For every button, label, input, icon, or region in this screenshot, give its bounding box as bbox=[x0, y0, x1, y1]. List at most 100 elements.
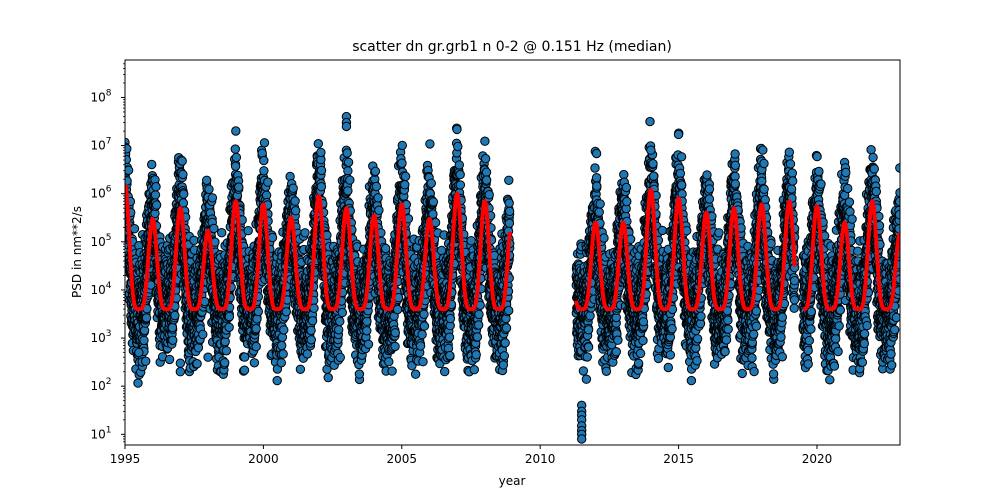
scatter-point bbox=[313, 139, 323, 149]
scatter-point bbox=[343, 157, 354, 168]
scatter-point bbox=[384, 357, 394, 367]
scatter-point bbox=[217, 228, 227, 238]
scatter-point bbox=[445, 350, 455, 361]
scatter-point bbox=[133, 378, 143, 388]
scatter-point bbox=[249, 358, 260, 368]
scatter-point bbox=[193, 343, 204, 353]
scatter-point bbox=[363, 339, 374, 349]
scatter-point bbox=[141, 356, 151, 366]
scatter-point bbox=[231, 152, 242, 163]
scatter-point bbox=[295, 364, 306, 374]
scatter-point bbox=[224, 322, 234, 332]
scatter-point bbox=[387, 366, 397, 376]
scatter-point bbox=[334, 325, 344, 335]
scatter-point bbox=[231, 126, 241, 136]
scatter-point bbox=[147, 159, 157, 170]
scatter-point bbox=[150, 190, 161, 200]
scatter-point bbox=[220, 358, 230, 368]
scatter-point bbox=[253, 306, 263, 317]
scatter-points bbox=[125, 111, 900, 444]
scatter-point bbox=[418, 357, 428, 367]
scatter-point bbox=[343, 186, 353, 196]
scatter-point bbox=[230, 161, 241, 172]
scatter-point bbox=[251, 324, 261, 334]
scatter-point bbox=[425, 139, 435, 149]
scatter-point bbox=[342, 148, 352, 158]
scatter-point bbox=[371, 181, 382, 192]
scatter-point bbox=[243, 226, 253, 236]
scatter-point bbox=[178, 169, 188, 180]
scatter-point bbox=[151, 182, 161, 192]
scatter-point bbox=[426, 178, 436, 189]
scatter-point bbox=[335, 316, 345, 327]
scatter-point bbox=[445, 313, 456, 324]
scatter-point bbox=[290, 196, 300, 206]
scatter-point bbox=[204, 184, 214, 195]
scatter-point bbox=[221, 346, 232, 356]
scatter-point bbox=[436, 245, 447, 256]
scatter-point bbox=[202, 175, 212, 186]
scatter-point bbox=[381, 243, 391, 254]
scatter-point bbox=[224, 311, 235, 322]
scatter-point bbox=[343, 166, 353, 176]
scatter-point bbox=[374, 205, 384, 215]
scatter-point bbox=[279, 325, 289, 335]
scatter-point bbox=[263, 177, 273, 187]
scatter-point bbox=[151, 200, 162, 210]
scatter-point bbox=[306, 325, 316, 336]
scatter-point bbox=[230, 144, 241, 154]
scatter-point bbox=[428, 197, 439, 207]
scatter-point bbox=[392, 304, 403, 315]
scatter-point bbox=[291, 206, 301, 216]
scatter-point bbox=[316, 165, 327, 176]
scatter-point bbox=[167, 322, 178, 333]
scatter-point bbox=[390, 341, 400, 352]
scatter-point bbox=[267, 232, 278, 243]
scatter-point bbox=[189, 235, 199, 246]
scatter-point bbox=[170, 310, 180, 321]
scatter-point bbox=[307, 316, 318, 326]
scatter-point bbox=[125, 144, 132, 154]
scatter-point bbox=[400, 171, 411, 182]
scatter-point bbox=[192, 359, 202, 369]
scatter-point bbox=[316, 182, 327, 192]
scatter-point bbox=[306, 335, 316, 345]
scatter-point bbox=[277, 340, 287, 351]
scatter-point bbox=[288, 183, 298, 193]
scatter-point bbox=[251, 341, 261, 352]
scatter-point bbox=[198, 329, 208, 340]
scatter-point bbox=[390, 328, 400, 338]
scatter-point bbox=[272, 375, 282, 386]
scatter-point bbox=[373, 193, 383, 203]
scatter-point bbox=[335, 352, 345, 363]
scatter-point bbox=[316, 147, 326, 158]
scatter-point bbox=[259, 166, 269, 176]
scatter-point bbox=[164, 354, 175, 365]
scatter-point bbox=[139, 335, 149, 346]
chart-title: scatter dn gr.grb1 n 0-2 @ 0.151 Hz (med… bbox=[352, 39, 672, 55]
scatter-point bbox=[177, 156, 187, 166]
scatter-point bbox=[168, 335, 178, 345]
scatter-point bbox=[278, 349, 288, 359]
scatter-point bbox=[444, 332, 455, 342]
scatter-point bbox=[207, 193, 218, 203]
scatter-point bbox=[397, 140, 407, 151]
scatter-point bbox=[417, 329, 427, 340]
scatter-point bbox=[129, 224, 140, 234]
scatter-point bbox=[345, 175, 355, 185]
scatter-point bbox=[362, 326, 372, 336]
scatter-point bbox=[141, 313, 152, 323]
scatter-point bbox=[419, 321, 430, 331]
scatter-point bbox=[400, 180, 410, 190]
scatter-point bbox=[300, 228, 310, 238]
scatter-point bbox=[276, 358, 286, 368]
scatter-point bbox=[397, 158, 407, 168]
scatter-point bbox=[281, 307, 291, 317]
scatter-point bbox=[323, 372, 333, 383]
scatter-point bbox=[415, 341, 426, 351]
scatter-point bbox=[178, 198, 189, 208]
scatter-point bbox=[239, 365, 250, 375]
scatter-point bbox=[179, 189, 189, 199]
scatter-point bbox=[337, 307, 347, 318]
